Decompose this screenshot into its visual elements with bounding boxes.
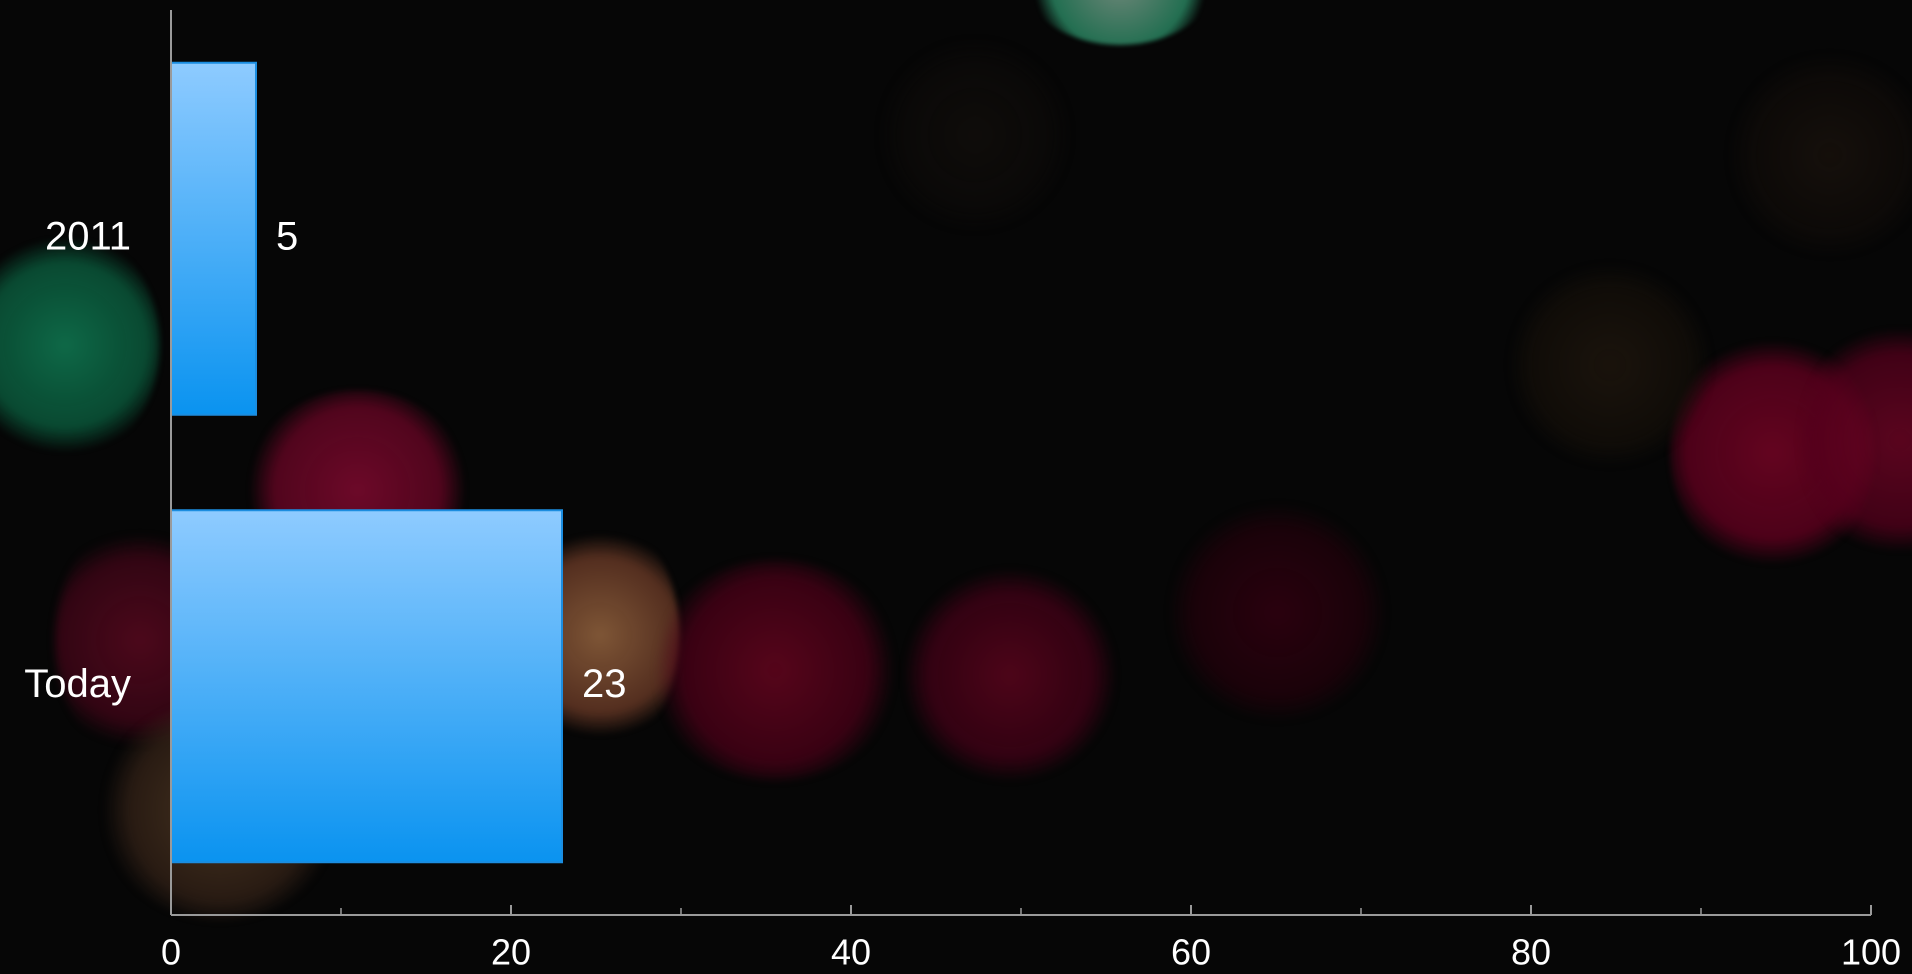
x-tick-label: 20 bbox=[491, 932, 531, 973]
bokeh-light bbox=[1170, 505, 1385, 720]
bokeh-light bbox=[905, 570, 1115, 780]
bokeh-light bbox=[0, 230, 160, 460]
x-tick-label: 60 bbox=[1171, 932, 1211, 973]
bar-today bbox=[170, 509, 563, 864]
data-label: 5 bbox=[276, 214, 298, 258]
data-label: 23 bbox=[582, 662, 627, 706]
x-tick-label: 0 bbox=[161, 932, 181, 973]
x-tick-label: 80 bbox=[1511, 932, 1551, 973]
x-tick-label: 40 bbox=[831, 932, 871, 973]
bar-2011 bbox=[170, 61, 257, 416]
category-label: 2011 bbox=[45, 214, 131, 258]
bokeh-light bbox=[880, 40, 1070, 230]
bokeh-light bbox=[1730, 55, 1912, 255]
x-tick-label: 100 bbox=[1841, 932, 1901, 973]
category-label: Today bbox=[24, 662, 131, 706]
bokeh-light bbox=[1510, 265, 1710, 465]
bokeh-light bbox=[650, 560, 900, 780]
